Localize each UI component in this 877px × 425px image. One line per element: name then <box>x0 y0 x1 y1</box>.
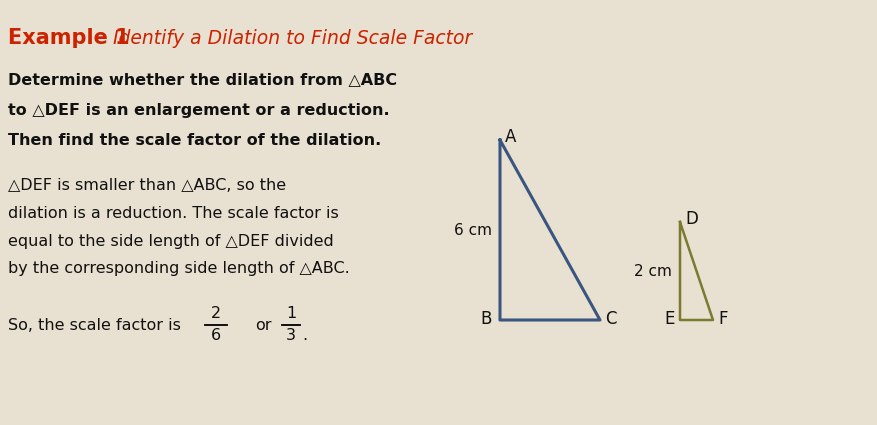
Text: D: D <box>684 210 697 228</box>
Text: 1: 1 <box>286 306 296 321</box>
Text: △DEF is smaller than △ABC, so the: △DEF is smaller than △ABC, so the <box>8 178 286 193</box>
Text: 2: 2 <box>210 306 221 321</box>
Text: .: . <box>302 329 307 343</box>
Text: Identify a Dilation to Find Scale Factor: Identify a Dilation to Find Scale Factor <box>107 28 472 48</box>
Text: C: C <box>604 310 616 328</box>
Text: A: A <box>504 128 516 146</box>
Text: Determine whether the dilation from △ABC: Determine whether the dilation from △ABC <box>8 73 396 88</box>
Text: by the corresponding side length of △ABC.: by the corresponding side length of △ABC… <box>8 261 349 277</box>
Text: to △DEF is an enlargement or a reduction.: to △DEF is an enlargement or a reduction… <box>8 102 389 117</box>
Text: F: F <box>717 310 727 328</box>
Text: 6 cm: 6 cm <box>453 223 491 238</box>
Text: equal to the side length of △DEF divided: equal to the side length of △DEF divided <box>8 233 333 249</box>
Text: 6: 6 <box>210 329 221 343</box>
Text: dilation is a reduction. The scale factor is: dilation is a reduction. The scale facto… <box>8 206 339 221</box>
Text: or: or <box>254 317 271 332</box>
Text: E: E <box>664 310 674 328</box>
Text: 2 cm: 2 cm <box>633 264 671 278</box>
Text: Then find the scale factor of the dilation.: Then find the scale factor of the dilati… <box>8 133 381 147</box>
Text: B: B <box>480 310 491 328</box>
Text: So, the scale factor is: So, the scale factor is <box>8 317 186 332</box>
Text: 3: 3 <box>286 329 296 343</box>
Text: Example 1: Example 1 <box>8 28 130 48</box>
